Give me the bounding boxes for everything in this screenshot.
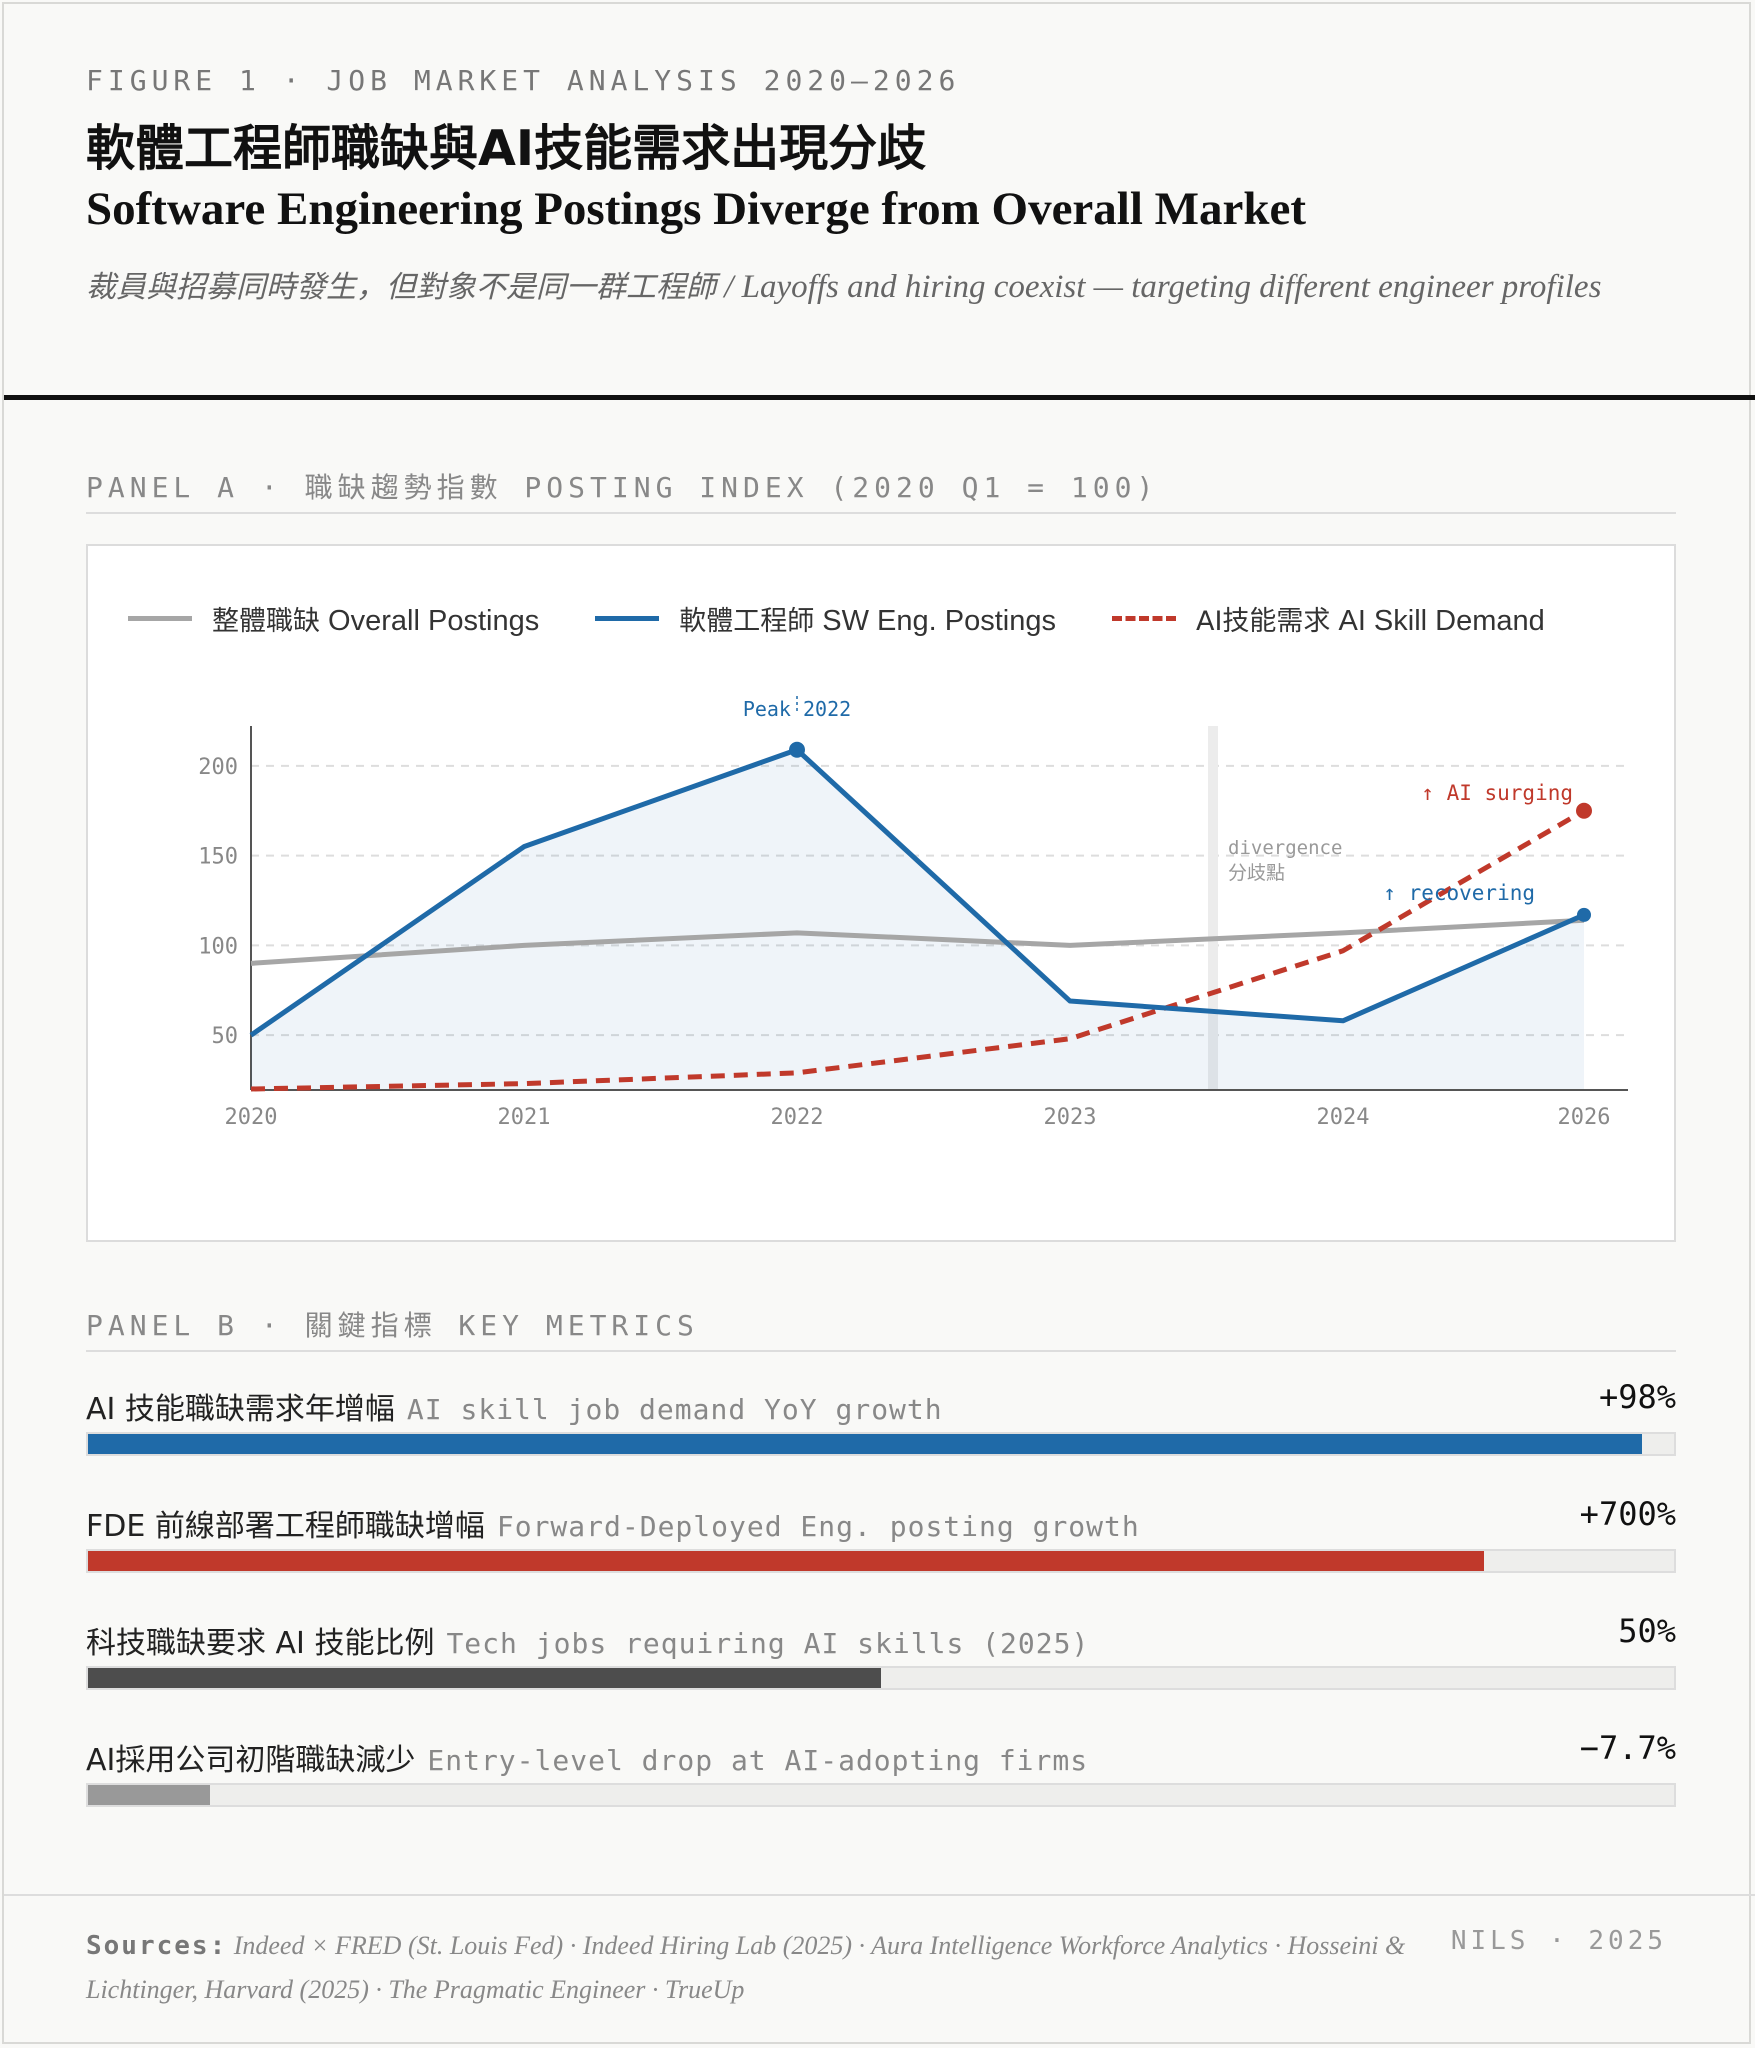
peak-annotation: Peak 2022 <box>743 697 851 721</box>
panel-a-rule <box>86 512 1676 514</box>
metric-label-en: Tech jobs requiring AI skills (2025) <box>446 1627 1090 1660</box>
legend-label-zh: 軟體工程師 <box>679 605 815 637</box>
y-tick-label: 50 <box>212 1024 239 1049</box>
legend-label-en: Overall Postings <box>320 604 540 637</box>
x-tick-label: 2026 <box>1558 1105 1611 1130</box>
panel-b-rule <box>86 1350 1676 1352</box>
ai-annotation: ↑ AI surging <box>1421 781 1573 805</box>
metric-label-en: Forward-Deployed Eng. posting growth <box>496 1510 1140 1543</box>
sources-text: Indeed × FRED (St. Louis Fed) · Indeed H… <box>86 1931 1406 2004</box>
legend-item: 軟體工程師 SW Eng. Postings <box>595 599 1056 638</box>
credit: NILS · 2025 <box>1450 1926 1667 1956</box>
metric-value: +98% <box>1598 1378 1676 1416</box>
sources: Sources: Indeed × FRED (St. Louis Fed) ·… <box>86 1924 1466 2011</box>
y-tick-label: 150 <box>198 845 238 870</box>
legend-label-en: AI Skill Demand <box>1330 604 1545 637</box>
y-tick-label: 200 <box>198 755 238 780</box>
panel-a-label: PANEL A · 職缺趨勢指數 POSTING INDEX (2020 Q1 … <box>86 471 1159 504</box>
sw-end-marker <box>1577 907 1591 922</box>
divergence-annotation-zh: 分歧點 <box>1228 862 1285 884</box>
legend-label: 整體職缺 Overall Postings <box>212 599 539 638</box>
legend-label: AI技能需求 AI Skill Demand <box>1196 599 1545 638</box>
x-tick-label: 2024 <box>1317 1105 1370 1130</box>
divergence-annotation-en: divergence <box>1228 837 1342 859</box>
metric-label-zh: AI 技能職缺需求年增幅 <box>86 1392 395 1427</box>
divergence-band <box>1208 726 1218 1090</box>
legend-swatch <box>128 615 192 621</box>
metric-label-en: AI skill job demand YoY growth <box>406 1393 943 1426</box>
figure-kicker: FIGURE 1 · JOB MARKET ANALYSIS 2020–2026 <box>86 64 961 97</box>
ai-end-marker <box>1576 802 1592 819</box>
series-line <box>250 917 1585 966</box>
footer-rule <box>4 1894 1755 1896</box>
metric-bar-fill <box>88 1668 881 1688</box>
legend-label: 軟體工程師 SW Eng. Postings <box>679 599 1056 638</box>
figure-header: FIGURE 1 · JOB MARKET ANALYSIS 2020–2026… <box>4 4 1755 400</box>
x-tick-label: 2023 <box>1044 1105 1097 1130</box>
metric-label-en: Entry-level drop at AI-adopting firms <box>427 1744 1089 1777</box>
metric-label: AI 技能職缺需求年增幅 AI skill job demand YoY grow… <box>86 1384 943 1428</box>
metric-bar-track <box>86 1666 1676 1690</box>
metric-row: AI採用公司初階職缺減少 Entry-level drop at AI-adopt… <box>86 1729 1676 1825</box>
legend-label-zh: AI技能需求 <box>1195 605 1331 637</box>
metric-bar-fill <box>88 1785 211 1805</box>
metric-row: 科技職缺要求 AI 技能比例 Tech jobs requiring AI ski… <box>86 1612 1676 1708</box>
metric-bar-track <box>86 1432 1676 1456</box>
subtitle: 裁員與招募同時發生，但對象不是同一群工程師 / Layoffs and hiri… <box>86 266 1646 309</box>
peak-marker <box>789 741 805 758</box>
title-english: Software Engineering Postings Diverge fr… <box>86 183 1307 235</box>
legend-item: 整體職缺 Overall Postings <box>128 599 539 638</box>
subtitle-chinese: 裁員與招募同時發生，但對象不是同一群工程師 <box>86 270 716 305</box>
legend-swatch <box>1111 615 1176 621</box>
y-tick-label: 100 <box>198 934 238 959</box>
metric-value: 50% <box>1618 1612 1676 1650</box>
metric-label: 科技職缺要求 AI 技能比例 Tech jobs requiring AI ski… <box>86 1618 1089 1662</box>
subtitle-english: / Layoffs and hiring coexist — targeting… <box>716 269 1602 305</box>
series-line <box>249 747 1586 1038</box>
recovering-annotation: ↑ recovering <box>1383 881 1535 905</box>
metric-row: AI 技能職缺需求年增幅 AI skill job demand YoY grow… <box>86 1378 1676 1474</box>
title-chinese: 軟體工程師職缺與AI技能需求出現分歧 <box>86 120 927 177</box>
x-tick-label: 2021 <box>498 1105 551 1130</box>
legend-label-zh: 整體職缺 <box>212 605 320 637</box>
sources-label: Sources: <box>86 1931 228 1961</box>
x-tick-label: 2022 <box>771 1105 824 1130</box>
metric-label: AI採用公司初階職缺減少 Entry-level drop at AI-adopt… <box>86 1735 1088 1779</box>
line-chart: 50 100 150 200 2020 2021 2022 2023 2024 2026 Peak … <box>198 696 1628 1130</box>
metric-bar-fill <box>88 1551 1484 1571</box>
metric-label-zh: 科技職缺要求 AI 技能比例 <box>86 1626 435 1661</box>
legend-item: AI技能需求 AI Skill Demand <box>1111 599 1545 638</box>
line-chart-panel: 整體職缺 Overall Postings 軟體工程師 SW Eng. Posti… <box>86 544 1676 1242</box>
sw-area-fill <box>251 749 1584 1089</box>
legend-swatch <box>595 615 660 621</box>
metric-label: FDE 前線部署工程師職缺增幅 Forward-Deployed Eng. pos… <box>86 1501 1140 1545</box>
legend-label-en: SW Eng. Postings <box>814 604 1056 637</box>
metric-bar-fill <box>88 1434 1643 1454</box>
metric-value: +700% <box>1579 1495 1676 1533</box>
series-line <box>250 808 1586 1092</box>
metric-bar-track <box>86 1783 1676 1807</box>
metric-value: −7.7% <box>1579 1729 1676 1767</box>
panel-b-label: PANEL B · 關鍵指標 KEY METRICS <box>86 1309 699 1342</box>
metric-bar-track <box>86 1549 1676 1573</box>
x-tick-label: 2020 <box>225 1105 278 1130</box>
metric-label-zh: FDE 前線部署工程師職缺增幅 <box>86 1509 485 1544</box>
chart-legend: 整體職缺 Overall Postings 軟體工程師 SW Eng. Posti… <box>128 598 1601 638</box>
metric-row: FDE 前線部署工程師職缺增幅 Forward-Deployed Eng. pos… <box>86 1495 1676 1591</box>
metric-label-zh: AI採用公司初階職缺減少 <box>86 1743 416 1778</box>
